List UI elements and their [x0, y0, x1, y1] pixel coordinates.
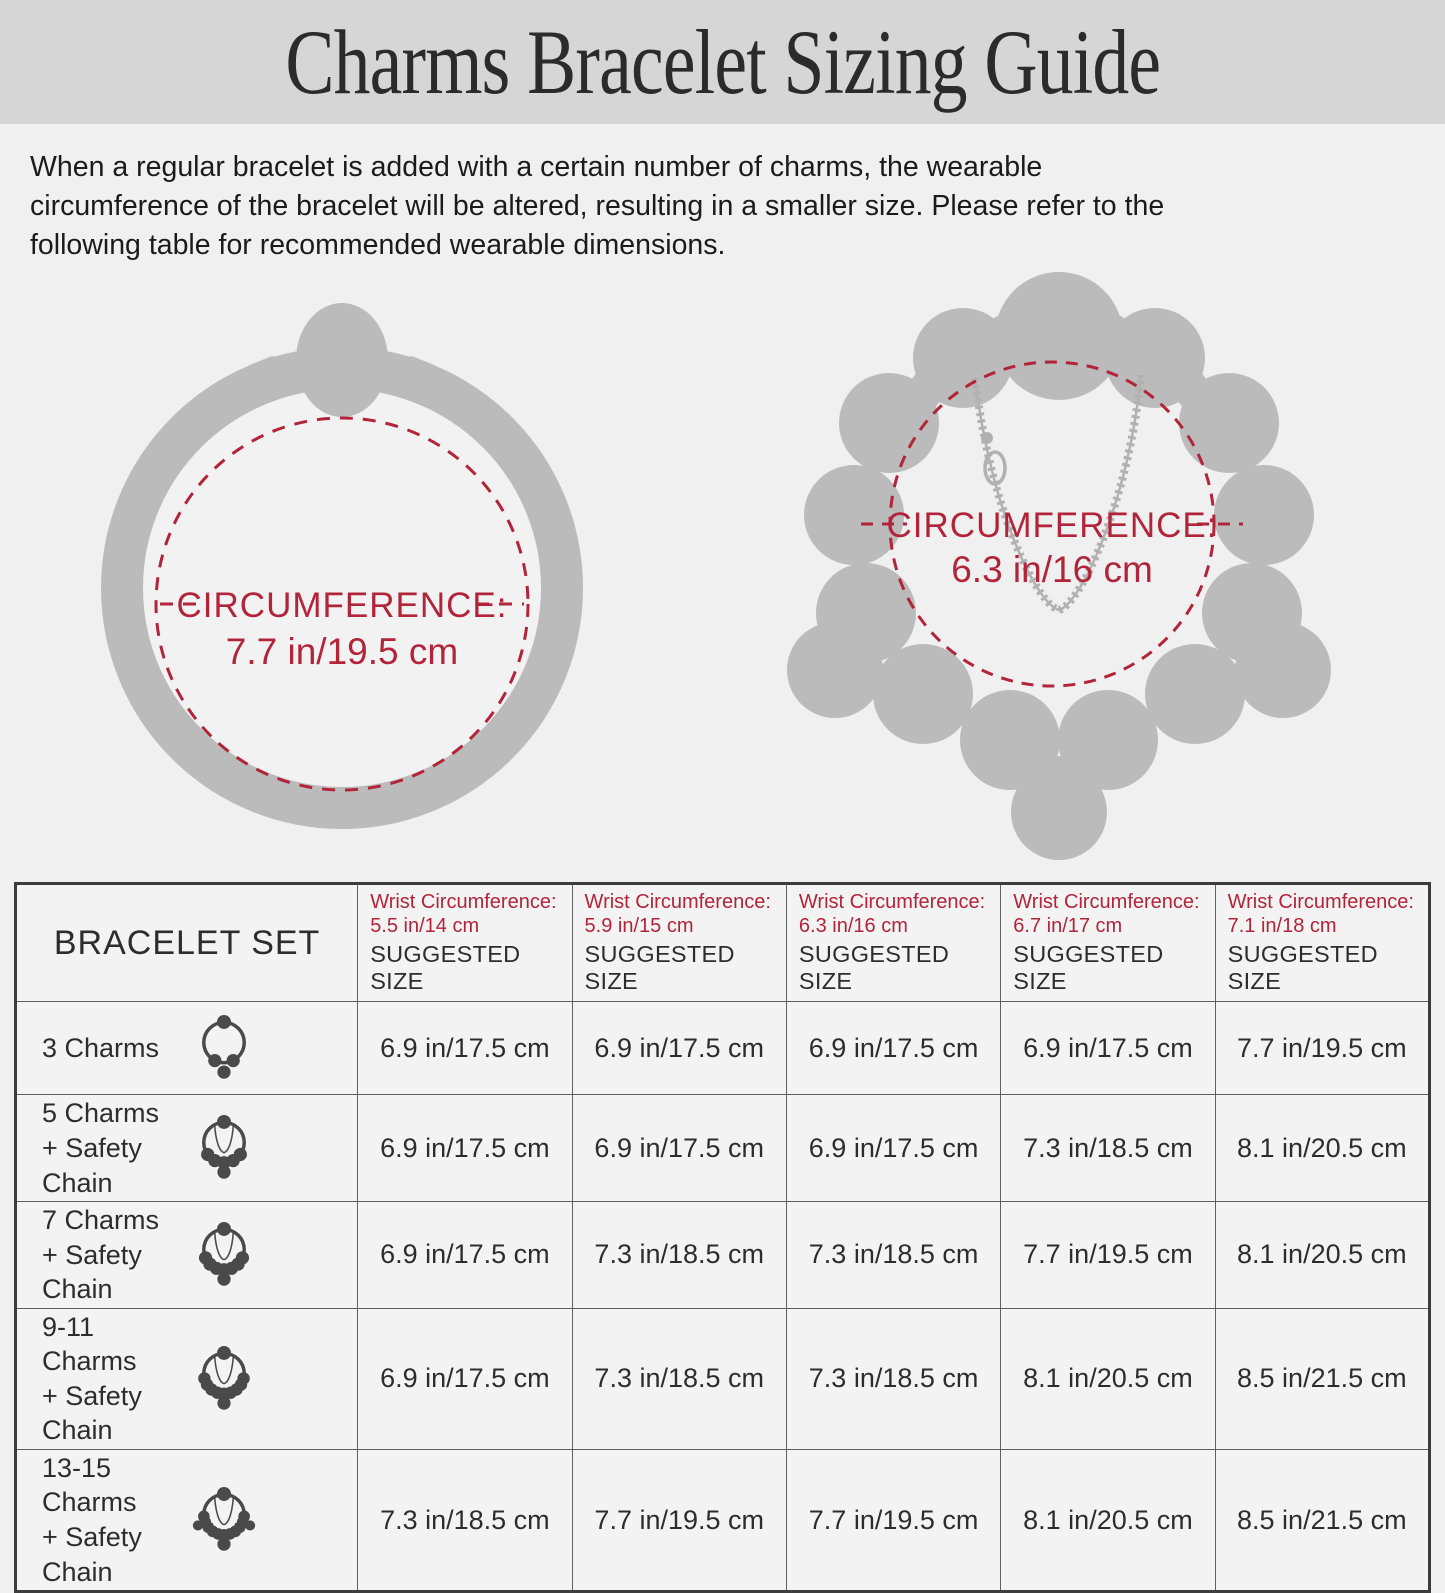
bracelet-5-charms-safety-chain-icon [201, 1115, 247, 1179]
suggested-size-label: SUGGESTED SIZE [370, 941, 521, 995]
bracelet-set-cell: 7 Charms + Safety Chain [14, 1201, 359, 1309]
bracelet-set-cell: 13-15 Charms + Safety Chain [14, 1448, 359, 1593]
table-row: 7 Charms + Safety Chain [14, 1201, 1431, 1309]
charm-bracelet-silhouette-icon: CIRCUMFERENCE: 6.3 in/16 cm [787, 272, 1332, 861]
suggested-size-cell: 6.9 in/17.5 cm [357, 1307, 573, 1450]
suggested-size-cell: 7.3 in/18.5 cm [1000, 1094, 1216, 1203]
suggested-size-cell: 6.9 in/17.5 cm [1000, 1001, 1216, 1096]
wrist-circumference-label: Wrist Circumference: [584, 891, 771, 914]
measure-dashed-circle [154, 416, 530, 792]
suggested-size-cell: 8.5 in/21.5 cm [1214, 1307, 1431, 1450]
dangling-charms [787, 619, 1332, 861]
circumference-value: 6.3 in/16 cm [951, 549, 1153, 590]
bracelet-set-label: 3 Charms [42, 1033, 160, 1064]
suggested-size-cell: 8.1 in/20.5 cm [1214, 1094, 1431, 1203]
wrist-circumference-label: Wrist Circumference: [370, 891, 557, 914]
bracelet-set-cell: 9-11 Charms + Safety Chain [14, 1307, 359, 1450]
wrist-circumference-value: 6.7 in/17 cm [1013, 914, 1123, 937]
suggested-size-cell: 7.3 in/18.5 cm [357, 1448, 573, 1593]
suggested-size-cell: 6.9 in/17.5 cm [357, 1001, 573, 1096]
suggested-size-cell: 6.9 in/17.5 cm [785, 1001, 1002, 1096]
bracelet-13-15-charms-safety-chain-icon [192, 1486, 256, 1551]
table-row: 3 Charms 6.9 in/17.5 cm 6.9 in/17.5 cm 6… [14, 1001, 1431, 1096]
bracelet-figures: CIRCUMFERENCE: 7.7 in/19.5 cm [0, 264, 1445, 868]
page-title: Charms Bracelet Sizing Guide [285, 11, 1161, 113]
plain-bracelet-silhouette-icon: CIRCUMFERENCE: 7.7 in/19.5 cm [100, 303, 583, 830]
bracelet-set-label: 13-15 Charms + Safety Chain [42, 1452, 142, 1587]
suggested-size-cell: 8.1 in/20.5 cm [1000, 1448, 1216, 1593]
suggested-size-cell: 6.9 in/17.5 cm [357, 1094, 573, 1203]
bracelet-set-cell: 5 Charms + Safety Chain [14, 1094, 359, 1203]
intro-text: When a regular bracelet is added with a … [0, 124, 1445, 264]
column-header: Wrist Circumference: 6.7 in/17 cm SUGGES… [1000, 883, 1216, 1003]
figure-charm-bracelet: CIRCUMFERENCE: 6.3 in/16 cm [679, 264, 1445, 868]
wrist-circumference-value: 6.3 in/16 cm [798, 914, 908, 937]
wrist-circumference-value: 5.9 in/15 cm [584, 914, 694, 937]
suggested-size-cell: 6.9 in/17.5 cm [785, 1094, 1002, 1203]
wrist-circumference-label: Wrist Circumference: [1227, 891, 1414, 914]
bracelet-set-cell: 3 Charms [14, 1001, 359, 1096]
wrist-circumference-value: 7.1 in/18 cm [1227, 914, 1337, 937]
circumference-label: CIRCUMFERENCE: [887, 506, 1218, 545]
band-connector [246, 356, 281, 385]
intro-line: When a regular bracelet is added with a … [30, 151, 1043, 183]
suggested-size-cell: 7.7 in/19.5 cm [571, 1448, 787, 1593]
bracelet-set-label: 7 Charms + Safety Chain [42, 1205, 160, 1305]
bracelet-clasp [295, 303, 388, 418]
column-header: Wrist Circumference: 5.5 in/14 cm SUGGES… [357, 883, 573, 1003]
circumference-label: CIRCUMFERENCE: [176, 586, 507, 625]
suggested-size-cell: 7.7 in/19.5 cm [1000, 1201, 1216, 1309]
intro-line: circumference of the bracelet will be al… [30, 189, 1165, 222]
suggested-size-cell: 6.9 in/17.5 cm [571, 1001, 787, 1096]
suggested-size-label: SUGGESTED SIZE [1013, 941, 1164, 995]
suggested-size-cell: 7.7 in/19.5 cm [785, 1448, 1002, 1593]
bracelet-3-charms-icon [202, 1015, 246, 1080]
suggested-size-label: SUGGESTED SIZE [798, 941, 950, 995]
table-row: 13-15 Charms + Safety Chain [14, 1448, 1431, 1593]
suggested-size-cell: 8.5 in/21.5 cm [1214, 1448, 1431, 1593]
safety-chain [971, 374, 1146, 615]
suggested-size-label: SUGGESTED SIZE [584, 941, 735, 995]
table-row: 9-11 Charms + Safety Chain [14, 1307, 1431, 1450]
figure-plain-bracelet: CIRCUMFERENCE: 7.7 in/19.5 cm [0, 264, 679, 868]
band-connector [402, 356, 437, 385]
column-header: Wrist Circumference: 5.9 in/15 cm SUGGES… [571, 883, 787, 1003]
suggested-size-cell: 7.3 in/18.5 cm [571, 1201, 787, 1309]
suggested-size-cell: 7.3 in/18.5 cm [785, 1201, 1002, 1309]
suggested-size-label: SUGGESTED SIZE [1227, 941, 1378, 995]
sizing-table: BRACELET SET Wrist Circumference: 5.5 in… [14, 882, 1431, 1593]
suggested-size-cell: 6.9 in/17.5 cm [571, 1094, 787, 1203]
bracelet-set-label: 5 Charms + Safety Chain [42, 1098, 160, 1198]
wrist-circumference-label: Wrist Circumference: [798, 891, 986, 914]
bracelet-set-label: 9-11 Charms + Safety Chain [42, 1311, 142, 1446]
column-header: Wrist Circumference: 7.1 in/18 cm SUGGES… [1214, 883, 1431, 1003]
suggested-size-cell: 7.7 in/19.5 cm [1214, 1001, 1431, 1096]
table-header-row: BRACELET SET Wrist Circumference: 5.5 in… [14, 883, 1431, 1003]
intro-line: following table for recommended wearable… [30, 228, 726, 261]
bracelet-9-11-charms-safety-chain-icon [198, 1345, 250, 1410]
suggested-size-cell: 8.1 in/20.5 cm [1000, 1307, 1216, 1450]
title-band: Charms Bracelet Sizing Guide [0, 0, 1445, 124]
bracelet-7-charms-safety-chain-icon [198, 1221, 250, 1286]
bracelet-set-header: BRACELET SET [14, 883, 359, 1003]
wrist-circumference-value: 5.5 in/14 cm [370, 914, 480, 937]
table-row: 5 Charms + Safety Chain [14, 1094, 1431, 1203]
circumference-value: 7.7 in/19.5 cm [225, 631, 457, 672]
suggested-size-cell: 7.3 in/18.5 cm [571, 1307, 787, 1450]
suggested-size-cell: 6.9 in/17.5 cm [357, 1201, 573, 1309]
suggested-size-cell: 8.1 in/20.5 cm [1214, 1201, 1431, 1309]
wrist-circumference-label: Wrist Circumference: [1013, 891, 1200, 914]
suggested-size-cell: 7.3 in/18.5 cm [785, 1307, 1002, 1450]
column-header: Wrist Circumference: 6.3 in/16 cm SUGGES… [785, 883, 1002, 1003]
